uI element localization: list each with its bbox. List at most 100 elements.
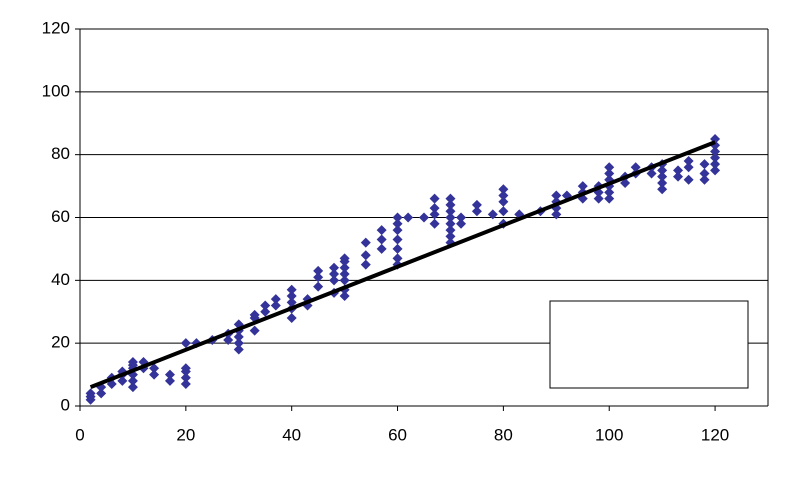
point: [96, 388, 107, 399]
point: [286, 284, 297, 295]
x-tick-label: 60: [388, 425, 407, 444]
point: [329, 262, 340, 273]
y-tick-label: 60: [51, 207, 70, 226]
point: [339, 253, 350, 264]
point: [180, 363, 191, 374]
point: [164, 375, 175, 386]
point: [249, 309, 260, 320]
point: [429, 203, 440, 214]
point: [233, 344, 244, 355]
x-tick-label: 80: [494, 425, 513, 444]
point: [657, 184, 668, 195]
point: [376, 234, 387, 245]
point: [429, 193, 440, 204]
point: [445, 218, 456, 229]
point: [376, 225, 387, 236]
point: [699, 168, 710, 179]
point: [487, 209, 498, 220]
marks: [85, 133, 721, 405]
point: [683, 162, 694, 173]
point: [673, 171, 684, 182]
point: [419, 212, 429, 223]
y-tick-label: 100: [42, 81, 70, 100]
point: [445, 212, 456, 223]
point: [445, 231, 456, 242]
y-tick-label: 20: [51, 333, 70, 352]
point: [85, 388, 96, 399]
point: [223, 335, 234, 346]
point: [657, 165, 668, 176]
point: [456, 218, 467, 229]
point: [683, 155, 694, 166]
point: [149, 363, 160, 374]
point: [339, 275, 350, 286]
point: [456, 212, 467, 223]
x-tick-label: 40: [282, 425, 301, 444]
point: [392, 218, 403, 229]
point: [498, 184, 509, 195]
point: [360, 237, 371, 248]
point: [429, 209, 440, 220]
point: [270, 300, 281, 311]
point: [233, 338, 244, 349]
point: [471, 206, 482, 217]
point: [673, 165, 684, 176]
point: [313, 281, 324, 292]
y-tick-label: 80: [51, 144, 70, 163]
point: [710, 152, 721, 163]
legend-box: [549, 300, 749, 389]
y-tick-label: 120: [42, 18, 70, 37]
trend-line: [89, 140, 716, 390]
point: [551, 190, 562, 201]
point: [392, 243, 403, 254]
point: [630, 162, 641, 173]
point: [376, 243, 387, 254]
y-tick-label: 40: [51, 270, 70, 289]
point: [551, 209, 562, 220]
point: [604, 162, 615, 173]
y-tick-label: 0: [61, 395, 70, 414]
point: [699, 159, 710, 170]
point: [149, 369, 160, 380]
point: [683, 174, 694, 185]
point: [127, 382, 138, 393]
point: [593, 193, 604, 204]
point: [127, 357, 138, 368]
point: [604, 193, 615, 204]
point: [498, 206, 509, 217]
point: [286, 313, 297, 324]
point: [392, 212, 403, 223]
point: [180, 338, 191, 349]
point: [403, 212, 414, 223]
point: [360, 250, 371, 261]
point: [445, 225, 456, 236]
point: [699, 174, 710, 185]
point: [329, 275, 340, 286]
point: [471, 199, 482, 210]
point: [233, 331, 244, 342]
point: [339, 269, 350, 280]
point: [270, 294, 281, 305]
point: [445, 193, 456, 204]
point: [710, 159, 721, 170]
point: [260, 306, 271, 317]
point: [604, 187, 615, 198]
point: [329, 269, 340, 280]
x-tick-label: 100: [595, 425, 623, 444]
point: [260, 300, 271, 311]
point: [339, 262, 350, 273]
point: [117, 375, 128, 386]
point: [445, 206, 456, 217]
point: [392, 225, 403, 236]
point: [339, 291, 350, 302]
point: [313, 265, 324, 276]
point: [646, 168, 657, 179]
point: [392, 234, 403, 245]
point: [577, 181, 588, 192]
x-tick-label: 0: [75, 425, 84, 444]
point: [429, 218, 440, 229]
point: [498, 190, 509, 201]
point: [657, 177, 668, 188]
point: [313, 272, 324, 283]
